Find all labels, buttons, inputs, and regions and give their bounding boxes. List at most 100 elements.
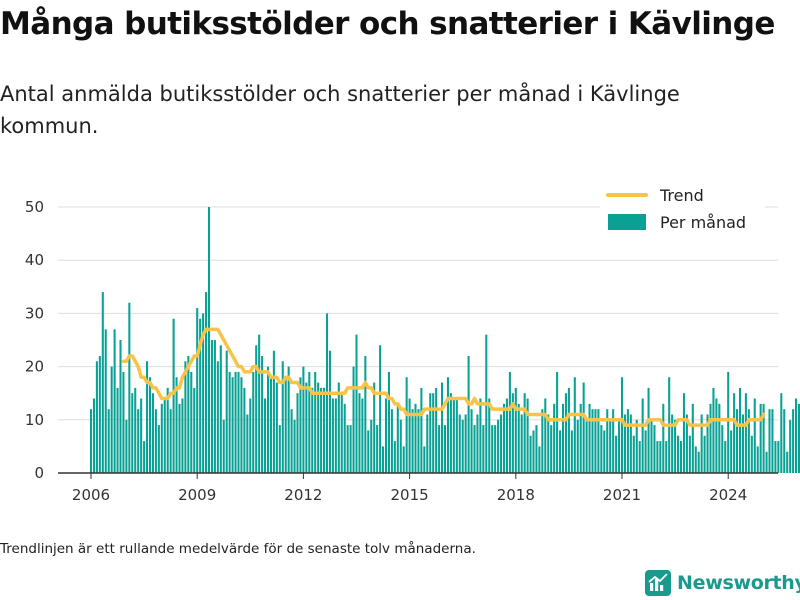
bar [432,393,435,473]
bar [715,398,718,473]
bar [411,409,414,473]
bar [258,334,261,473]
bar [107,409,110,473]
bar [89,409,93,473]
bar [293,419,296,473]
bar [134,387,137,473]
x-tick-label: 2012 [284,486,322,504]
bar [187,355,190,473]
bar [597,409,600,473]
bar [786,451,789,473]
legend-swatch-bars [608,214,646,230]
bar [629,414,632,473]
bar [240,377,243,473]
bar [688,435,691,473]
bar [160,403,163,473]
bar [255,345,258,473]
bar [774,441,777,473]
bar [205,292,208,473]
bar [429,393,432,473]
bar [110,366,113,473]
bar-chart-logo-icon [645,570,671,596]
bar [606,409,609,473]
bar [694,446,697,473]
bar [750,435,753,473]
bar [476,414,479,473]
bar [184,361,187,473]
bar [349,425,352,473]
bar [797,403,800,473]
bar [467,355,470,473]
bar [738,387,742,473]
bar [361,398,364,473]
bar [390,409,393,473]
bar [228,371,231,473]
chart-title: Många butiksstölder och snatterier i Käv… [0,6,775,42]
bar [626,409,629,473]
bar [287,366,290,473]
bar [455,398,458,473]
bar [706,414,709,473]
bar [196,308,199,473]
bar [662,403,665,473]
bar [266,366,270,473]
bar [172,318,175,473]
bar [249,398,252,473]
bar [620,377,624,473]
bar [402,446,405,473]
bar [511,393,514,473]
bar [783,409,786,473]
bar [296,393,299,473]
bar [765,451,768,473]
bar [169,409,172,473]
bar [95,361,98,473]
bar [671,414,674,473]
bar [712,387,715,473]
x-tick-label: 2024 [709,486,747,504]
bar [452,398,455,473]
bar [119,340,122,473]
bar [591,409,594,473]
bar [317,382,320,473]
bar [544,398,547,473]
bar [470,409,473,473]
bar [166,387,169,473]
bar [376,425,379,473]
bar [594,409,597,473]
bar [441,382,444,473]
footnote: Trendlinjen är ett rullande medelvärde f… [0,541,476,557]
bar [243,387,246,473]
x-tick-label: 2015 [391,486,429,504]
bar [311,387,314,473]
bar [473,425,476,473]
bar [334,398,337,473]
bar [697,451,700,473]
bar [514,387,517,473]
bar [181,398,184,473]
bar [736,409,739,473]
bar [384,398,388,473]
bar [792,409,795,473]
bar [703,435,706,473]
bar [423,446,426,473]
bar [529,435,532,473]
bar [576,419,579,473]
bar [550,425,553,473]
bar [659,441,662,473]
bar [718,403,721,473]
bar [122,371,125,473]
bar [417,409,420,473]
bar [261,355,264,473]
y-tick-label: 50 [25,198,44,216]
bar [567,387,570,473]
bar [556,371,559,473]
bar [320,387,323,473]
bar [573,377,576,473]
bar [438,425,441,473]
bar [612,409,615,473]
bar [113,329,116,473]
y-tick-label: 0 [34,464,44,482]
bar [762,403,765,473]
bar [603,430,606,473]
